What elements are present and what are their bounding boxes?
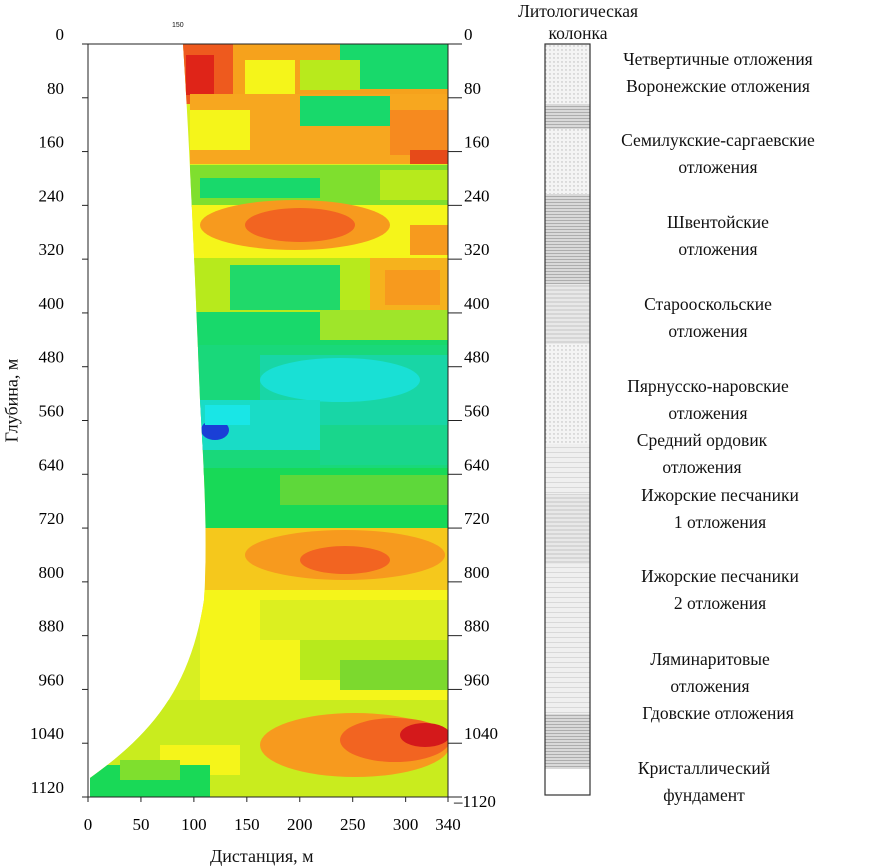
x-tick-label: 340 xyxy=(435,815,461,834)
strat-label-3-line1: Семилукские-саргаевские xyxy=(621,130,815,150)
y-tick-right-label: 0 xyxy=(464,25,473,44)
y-tick-left-label: 560 xyxy=(39,402,65,421)
y-tick-left-label: 400 xyxy=(39,294,65,313)
y-axis-label: Глубина, м xyxy=(1,358,22,443)
y-tick-right-label: 1040 xyxy=(464,724,498,743)
y-tick-left-label: 320 xyxy=(39,240,65,259)
litho-column xyxy=(544,43,591,796)
y-tick-left-label: 240 xyxy=(39,186,65,205)
x-tick-label: 100 xyxy=(181,815,207,834)
strat-label-9: Ижорские песчаники 2 отложения xyxy=(590,563,850,617)
y-tick-left-label: 640 xyxy=(39,455,65,474)
litho-title-line2: колонка xyxy=(548,23,608,43)
y-tick-left-label: 1040 xyxy=(30,724,64,743)
top-marker-label: 150 xyxy=(172,22,184,29)
y-tick-left-label: 720 xyxy=(39,509,65,528)
litho-column-title: Литологическая колонка xyxy=(478,0,678,44)
strat-label-9-line1: Ижорские песчаники xyxy=(641,566,799,586)
y-tick-left-label: 0 xyxy=(56,25,65,44)
y-tick-right-label: 80 xyxy=(464,79,481,98)
y-tick-left-label: 80 xyxy=(47,79,64,98)
x-tick-label: 50 xyxy=(132,815,149,834)
y-tick-right-label: 480 xyxy=(464,348,490,367)
y-tick-right-label: 400 xyxy=(464,294,490,313)
y-tick-left-label: 160 xyxy=(39,133,65,152)
litho-title-line1: Литологическая xyxy=(517,1,639,21)
y-tick-right-label: 240 xyxy=(464,186,490,205)
strat-label-7: Средний ордовик отложения xyxy=(572,427,832,481)
x-axis-label: Дистанция, м xyxy=(210,846,314,866)
y-tick-left-label: 1120 xyxy=(31,778,64,797)
y-tick-right-label: 160 xyxy=(464,133,490,152)
y-tick-left-label: 960 xyxy=(39,670,65,689)
strat-label-4-line2: отложения xyxy=(678,239,758,259)
strat-label-8-line1: Ижорские песчаники xyxy=(641,485,799,505)
strat-label-4-line1: Швентойские xyxy=(667,212,769,232)
y-tick-right-label: 560 xyxy=(464,402,490,421)
strat-label-3: Семилукские-саргаевские отложения xyxy=(588,127,848,181)
y-tick-right-label: 320 xyxy=(464,240,490,259)
y-ticks-right: 0 80 160 240 320 400 480 560 640 720 800 880 960 1040… xyxy=(448,25,498,811)
y-tick-right-label: 640 xyxy=(464,455,490,474)
x-ticks: 0 50 100 150 200 250 300 340 xyxy=(84,797,461,834)
strat-label-10-line1: Ляминаритовые xyxy=(650,649,770,669)
y-tick-right-label: 880 xyxy=(464,617,490,636)
strat-label-6: Пярнусско-наровские отложения xyxy=(578,373,838,427)
y-tick-right-label: –1120 xyxy=(453,792,496,811)
y-tick-left-label: 800 xyxy=(39,563,65,582)
y-tick-left-label: 480 xyxy=(39,348,65,367)
x-tick-label: 0 xyxy=(84,815,93,834)
x-tick-label: 150 xyxy=(234,815,260,834)
y-tick-right-label: 720 xyxy=(464,509,490,528)
strat-label-6-line2: отложения xyxy=(668,403,748,423)
strat-label-7-line2: отложения xyxy=(662,457,742,477)
strat-label-11: Гдовские отложения xyxy=(642,703,794,723)
strat-label-12: Кристаллический фундамент xyxy=(574,755,834,809)
y-tick-right-label: 800 xyxy=(464,563,490,582)
strat-label-9-line2: 2 отложения xyxy=(673,593,767,613)
strat-label-10-line2: отложения xyxy=(670,676,750,696)
x-tick-label: 200 xyxy=(287,815,313,834)
heatmap-section xyxy=(90,44,448,797)
strat-label-5-line1: Старооскольские xyxy=(644,294,772,314)
strat-label-6-line1: Пярнусско-наровские xyxy=(627,376,789,396)
strat-label-7-line1: Средний ордовик xyxy=(636,430,768,450)
x-tick-label: 250 xyxy=(340,815,366,834)
strat-label-8-line2: 1 отложения xyxy=(673,512,767,532)
y-ticks-left: 0 80 160 240 320 400 480 560 640 720 800 880 960 1040… xyxy=(30,25,88,798)
strat-label-12-line2: фундамент xyxy=(663,785,745,805)
strat-label-3-line2: отложения xyxy=(678,157,758,177)
strat-label-4: Швентойские отложения xyxy=(588,209,848,263)
strat-label-8: Ижорские песчаники 1 отложения xyxy=(590,482,850,536)
strat-label-2: Воронежские отложения xyxy=(626,76,810,96)
y-tick-right-label: 960 xyxy=(464,670,490,689)
y-tick-left-label: 880 xyxy=(39,617,65,636)
strat-label-1: Четвертичные отложения xyxy=(623,49,813,69)
strat-label-5: Старооскольские отложения xyxy=(578,291,838,345)
strat-label-12-line1: Кристаллический xyxy=(637,758,771,778)
x-tick-label: 300 xyxy=(393,815,419,834)
strat-label-5-line2: отложения xyxy=(668,321,748,341)
strat-label-10: Ляминаритовые отложения xyxy=(580,646,840,700)
